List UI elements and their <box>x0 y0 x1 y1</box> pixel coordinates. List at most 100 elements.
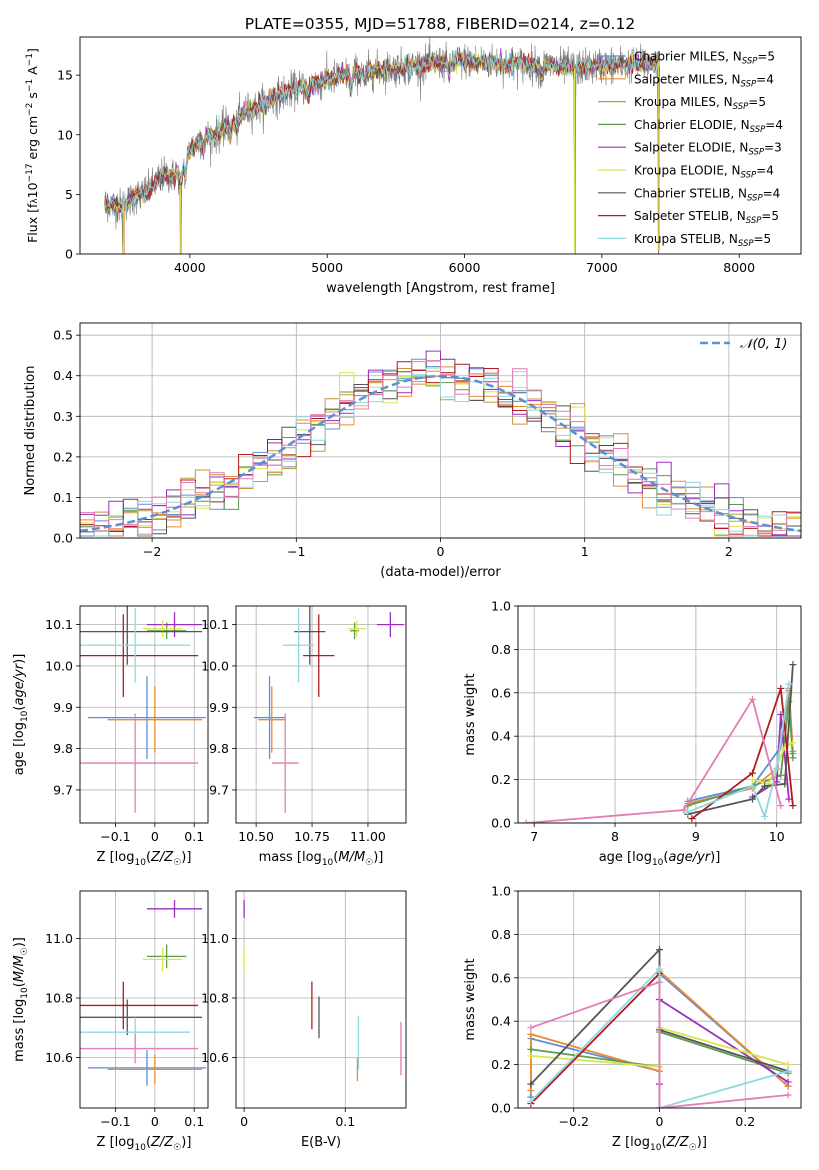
legend-label: Chabrier STELIB, NSSP=4 <box>634 186 780 203</box>
x-tick-label: −2 <box>143 544 161 559</box>
x-tick-label: 0.1 <box>335 1114 355 1129</box>
y-axis-label: Normed distribution <box>23 366 38 496</box>
y-axis-label: mass [log10(M/M☉)] <box>12 937 30 1062</box>
panel-age_vs_mass: 10.50 10.75 11.00 9.7 9.8 9.9 10.0 10.1 mass [lo… <box>201 605 407 868</box>
x-tick-label: −1 <box>287 544 305 559</box>
weight-marker <box>527 1087 535 1095</box>
y-tick-label: 5 <box>65 187 73 202</box>
panel-spectrum: 4000 5000 6000 7000 8000 0 5 10 15 wavelength [An… <box>25 36 802 296</box>
x-tick-label: 4000 <box>174 260 206 275</box>
x-tick-label: 0 <box>240 1114 248 1129</box>
y-tick-label: 10.6 <box>201 1050 229 1065</box>
weight-marker <box>656 1104 663 1108</box>
plot-area-mass_vs_EBV <box>243 899 402 1082</box>
x-tick-label: 9 <box>692 829 700 844</box>
plot-area-residuals <box>80 350 801 538</box>
y-tick-label: 11.0 <box>201 931 229 946</box>
x-tick-label: 0 <box>151 1114 159 1129</box>
model-line <box>104 50 660 216</box>
y-tick-label: 0.6 <box>491 685 511 700</box>
x-tick-label: 8000 <box>723 260 755 275</box>
weight-marker <box>784 1078 792 1086</box>
weight-marker <box>789 661 797 669</box>
axes-frame <box>79 890 209 1109</box>
legend-label: Salpeter ELODIE, NSSP=3 <box>634 141 782 158</box>
y-tick-label: 10.8 <box>45 991 73 1006</box>
axes-frame <box>517 890 802 1109</box>
y-tick-label: 10.8 <box>201 991 229 1006</box>
legend-label: Salpeter MILES, NSSP=4 <box>634 72 774 89</box>
y-tick-label: 9.7 <box>53 782 73 797</box>
weight-marker <box>781 780 789 788</box>
weight-marker <box>527 1030 535 1038</box>
y-tick-label: 10.0 <box>201 658 229 673</box>
plot-area-weight_vs_age <box>522 661 797 823</box>
y-tick-label: 0.0 <box>491 1101 511 1116</box>
panel-weight_vs_Z: −0.2 0 0.2 0.0 0.2 0.4 0.6 0.8 1.0 Z [log10(Z/Z☉)… <box>463 884 802 1153</box>
weight-marker <box>784 1091 792 1099</box>
weight-line <box>658 997 789 1085</box>
weight-marker <box>656 946 663 954</box>
x-tick-label: −0.1 <box>100 1114 130 1129</box>
weight-marker <box>777 771 785 779</box>
weight-marker <box>777 802 785 810</box>
plot-area-spectrum <box>104 37 660 254</box>
legend-label: Kroupa ELODIE, NSSP=4 <box>634 164 774 181</box>
observed-spectrum <box>104 37 660 229</box>
legend-label: Chabrier MILES, NSSP=5 <box>634 50 775 67</box>
axes-frame <box>79 322 802 539</box>
y-tick-label: 0.3 <box>53 409 73 424</box>
panel-mass_vs_EBV: 0 0.1 10.6 10.8 11.0 E(B-V) <box>201 890 407 1150</box>
x-tick-label: 7 <box>530 829 538 844</box>
weight-marker <box>789 739 797 747</box>
plot-area-mass_vs_Z <box>80 899 207 1086</box>
legend-label: Chabrier ELODIE, NSSP=4 <box>634 118 783 135</box>
x-axis-label: (data-model)/error <box>380 565 501 580</box>
y-tick-label: 0.2 <box>491 772 511 787</box>
weight-line <box>687 683 790 820</box>
legend-label: Kroupa STELIB, NSSP=5 <box>634 232 771 249</box>
y-tick-label: 1.0 <box>491 599 511 614</box>
x-tick-label: 7000 <box>586 260 618 275</box>
x-tick-label: 0 <box>437 544 445 559</box>
weight-line <box>526 697 782 823</box>
x-tick-label: 8 <box>611 829 619 844</box>
legend-label: Salpeter STELIB, NSSP=5 <box>634 209 779 226</box>
x-axis-label: Z [log10(Z/Z☉)] <box>612 1135 707 1153</box>
y-tick-label: 0.2 <box>53 449 73 464</box>
y-tick-label: 10.1 <box>201 617 229 632</box>
weight-marker <box>522 819 530 823</box>
weight-marker <box>789 754 797 762</box>
y-axis-label: Flux [fλ10−17 erg cm−2 s−1 A−1] <box>25 48 40 243</box>
legend-label: Kroupa MILES, NSSP=5 <box>634 95 766 112</box>
panel-weight_vs_age: 7 8 9 10 0.0 0.2 0.4 0.6 0.8 1.0 age [log10(age/yr… <box>463 599 802 868</box>
x-tick-label: 10 <box>769 829 785 844</box>
weight-marker <box>773 765 781 773</box>
x-tick-label: 0.2 <box>735 1114 755 1129</box>
panel-mass_vs_Z: −0.1 0 0.1 10.6 10.8 11.0 Z [log10(Z/Z☉)] mass … <box>12 890 209 1153</box>
x-tick-label: 10.50 <box>238 829 274 844</box>
y-tick-label: 9.8 <box>53 741 73 756</box>
weight-marker <box>656 978 663 986</box>
legend-label: 𝒩(0, 1) <box>740 337 787 352</box>
x-axis-label: age [log10(age/yr)] <box>599 850 721 868</box>
x-tick-label: 1 <box>581 544 589 559</box>
y-tick-label: 9.9 <box>209 700 229 715</box>
weight-marker <box>656 965 663 973</box>
weight-marker <box>761 812 769 820</box>
x-axis-label: Z [log10(Z/Z☉)] <box>97 1135 192 1153</box>
weight-marker <box>748 695 756 703</box>
legend: 𝒩(0, 1) <box>700 337 787 352</box>
plot-area-age_vs_mass <box>253 606 404 813</box>
y-tick-label: 9.7 <box>209 782 229 797</box>
weight-marker <box>784 1067 792 1075</box>
weight-marker <box>527 1052 535 1060</box>
y-tick-label: 10 <box>57 127 73 142</box>
axes-frame <box>79 605 209 824</box>
weight-marker <box>789 802 797 810</box>
x-tick-label: 11.00 <box>350 829 386 844</box>
y-tick-label: 10.6 <box>45 1050 73 1065</box>
y-tick-label: 0.4 <box>53 368 73 383</box>
model-line <box>104 51 660 213</box>
x-tick-label: 0 <box>151 829 159 844</box>
